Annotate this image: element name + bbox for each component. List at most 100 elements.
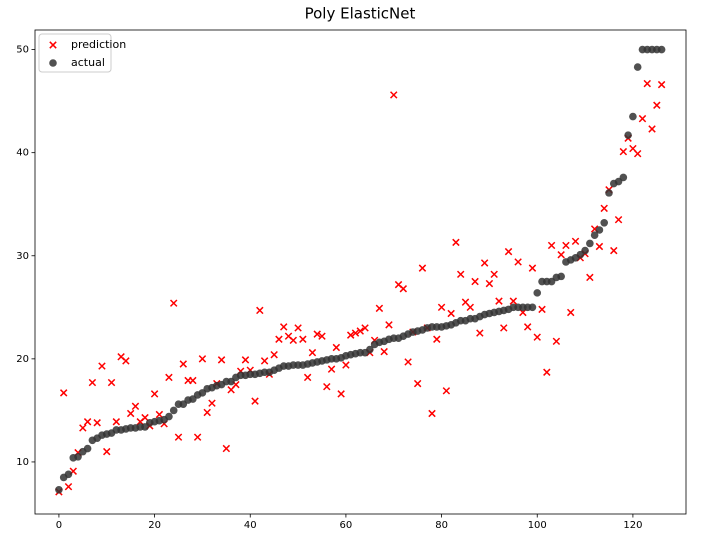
prediction-marker [103, 447, 111, 456]
y-tick-label: 50 [16, 45, 29, 56]
prediction-marker [543, 368, 551, 376]
x-tick-label: 60 [340, 520, 353, 531]
actual-marker [586, 239, 594, 248]
actual-marker [533, 289, 542, 297]
prediction-marker [480, 259, 489, 267]
y-tick-label: 30 [16, 251, 29, 262]
actual-marker [633, 63, 642, 71]
legend-label: prediction [71, 38, 126, 51]
actual-marker [528, 303, 537, 312]
prediction-marker [289, 336, 298, 345]
actual-marker [557, 272, 565, 281]
prediction-marker [514, 258, 522, 266]
prediction-marker [303, 373, 312, 382]
prediction-marker [361, 324, 369, 332]
prediction-marker [279, 323, 288, 331]
prediction-marker [308, 348, 317, 357]
prediction-marker [528, 264, 537, 272]
prediction-marker [557, 251, 565, 259]
prediction-marker [351, 329, 360, 337]
prediction-marker [155, 410, 164, 419]
actual-marker [600, 218, 609, 227]
prediction-marker [107, 378, 116, 387]
legend-box [38, 33, 112, 73]
prediction-marker [141, 413, 149, 422]
actual-marker [595, 226, 604, 234]
prediction-marker [332, 343, 341, 352]
actual-marker [165, 412, 173, 421]
prediction-marker [275, 335, 283, 343]
prediction-marker [533, 333, 541, 341]
prediction-marker [619, 147, 628, 156]
prediction-marker [495, 297, 503, 305]
prediction-marker [165, 373, 173, 382]
actual-marker [55, 485, 63, 494]
prediction-marker [633, 149, 642, 158]
prediction-marker [562, 241, 570, 250]
prediction-marker [437, 303, 446, 312]
x-tick-label: 40 [244, 520, 257, 531]
legend-marker [49, 59, 57, 67]
prediction-marker [390, 91, 398, 99]
prediction-marker [174, 433, 183, 441]
prediction-marker [294, 324, 302, 332]
prediction-marker [337, 390, 345, 398]
prediction-marker [179, 360, 188, 368]
prediction-marker [404, 358, 412, 366]
prediction-marker [586, 273, 594, 282]
prediction-marker [552, 337, 561, 346]
prediction-marker [189, 376, 197, 385]
prediction-marker [79, 424, 87, 432]
y-tick-label: 10 [16, 457, 29, 468]
actual-marker [629, 112, 637, 121]
prediction-marker [538, 305, 546, 314]
prediction-marker [270, 350, 278, 359]
prediction-marker [342, 361, 350, 369]
prediction-marker [203, 408, 211, 417]
prediction-marker [88, 378, 97, 387]
prediction-marker [476, 329, 484, 337]
y-tick-label: 20 [16, 354, 29, 365]
prediction-marker [638, 114, 647, 123]
legend-label: actual [71, 56, 105, 69]
prediction-marker [198, 355, 207, 363]
actual-marker [657, 45, 666, 54]
prediction-marker [385, 321, 393, 329]
prediction-marker [490, 270, 498, 279]
prediction-marker [59, 389, 68, 397]
prediction-marker [600, 204, 608, 213]
prediction-marker [241, 356, 250, 364]
prediction-marker [375, 304, 384, 313]
prediction-marker [318, 332, 326, 340]
prediction-marker [418, 264, 427, 272]
actual-marker [169, 406, 178, 415]
prediction-marker [433, 335, 441, 343]
actual-marker [581, 246, 589, 255]
prediction-marker [413, 379, 422, 388]
chart-title: Poly ElasticNet [305, 5, 416, 23]
prediction-marker [595, 242, 604, 251]
prediction-marker [256, 306, 264, 315]
prediction-marker [64, 482, 73, 491]
plot-frame [34, 29, 687, 515]
prediction-marker [442, 387, 451, 395]
prediction-marker [610, 246, 618, 255]
prediction-marker [112, 418, 121, 426]
x-tick-label: 80 [435, 520, 448, 531]
prediction-marker [399, 285, 408, 293]
y-tick-label: 40 [16, 148, 29, 159]
prediction-marker [193, 433, 202, 441]
prediction-marker [452, 238, 460, 247]
x-tick-label: 0 [56, 520, 62, 531]
prediction-marker [500, 324, 508, 332]
actual-marker [590, 231, 599, 239]
prediction-marker [547, 241, 556, 250]
prediction-marker [657, 80, 666, 89]
prediction-marker [380, 347, 388, 356]
prediction-marker [346, 331, 355, 339]
prediction-marker [485, 279, 494, 288]
prediction-marker [126, 409, 135, 418]
prediction-marker [323, 382, 331, 391]
